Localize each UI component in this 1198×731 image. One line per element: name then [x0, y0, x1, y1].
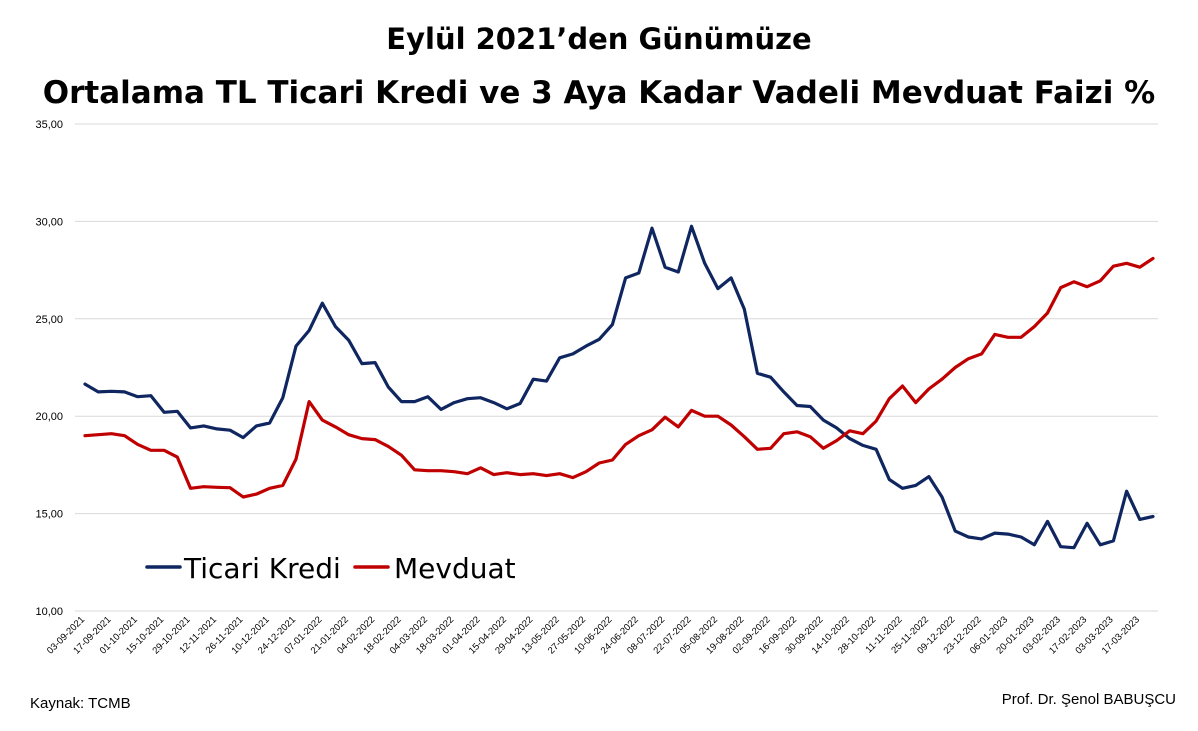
legend: Ticari Kredi Mevduat: [145, 552, 516, 585]
source-note: Kaynak: TCMB: [30, 695, 131, 712]
author-credit: Prof. Dr. Şenol BABUŞCU: [1001, 691, 1176, 708]
chart-title-line1: Eylül 2021’den Günümüze: [386, 22, 812, 56]
y-axis-ticks: 10,00 15,00 20,00 25,00 30,00 35,00: [35, 119, 63, 618]
y-tick-label: 20,00: [35, 411, 63, 423]
series-line-mevduat: [83, 256, 1155, 499]
series-lines: [83, 224, 1155, 550]
y-tick-label: 25,00: [35, 314, 63, 326]
y-tick-label: 30,00: [35, 216, 63, 228]
y-tick-label: 35,00: [35, 119, 63, 131]
y-tick-label: 10,00: [35, 606, 63, 618]
chart-title-line2: Ortalama TL Ticari Kredi ve 3 Aya Kadar …: [42, 75, 1156, 111]
legend-label: Mevduat: [394, 552, 516, 585]
gridlines: [75, 123, 1158, 612]
x-axis-ticks: 03-09-202117-09-202101-10-202115-10-2021…: [45, 614, 1142, 656]
legend-label: Ticari Kredi: [183, 552, 341, 585]
series-line-ticari-kredi: [83, 224, 1155, 550]
y-tick-label: 15,00: [35, 509, 63, 521]
